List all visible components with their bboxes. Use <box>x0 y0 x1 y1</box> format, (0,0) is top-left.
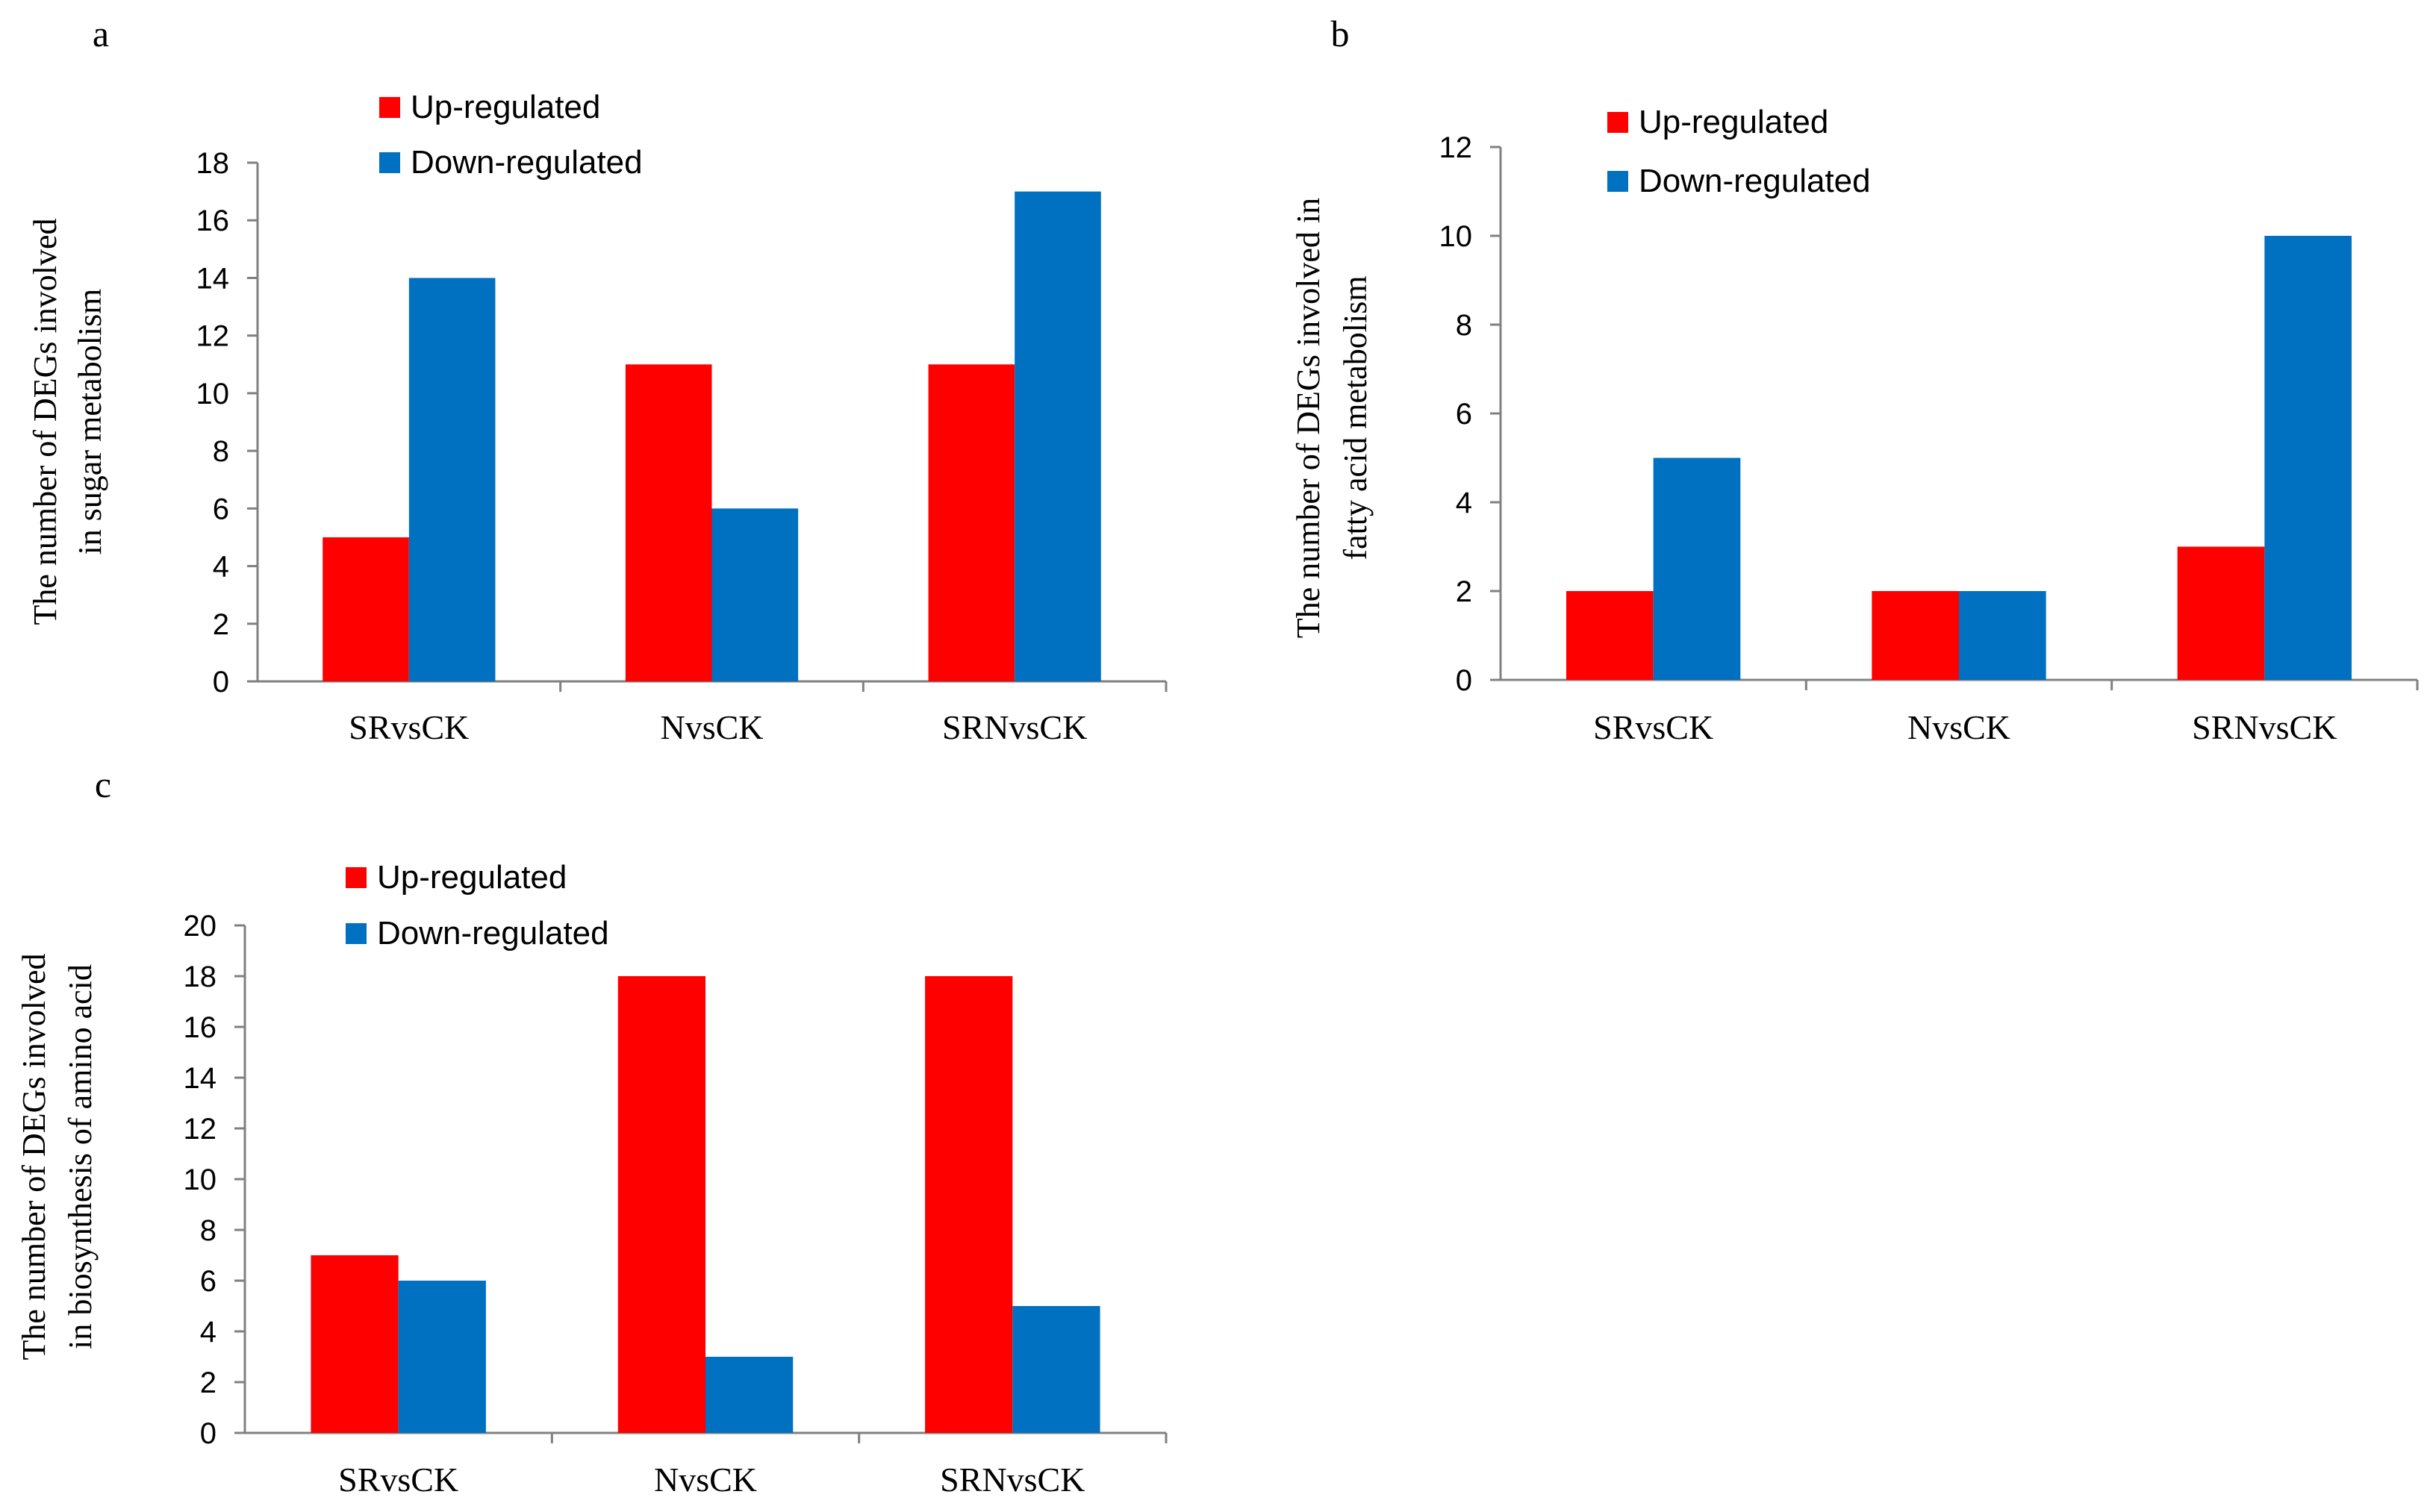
x-category-label: SRvsCK <box>1593 708 1713 746</box>
x-category-label: SRvsCK <box>349 708 469 746</box>
bar-down-regulated <box>1959 591 2046 680</box>
x-category-label: NvsCK <box>1907 708 2010 746</box>
y-axis-label: The number of DEGs involved <box>16 954 52 1361</box>
y-axis-label: The number of DEGs involved <box>27 219 63 625</box>
bar-down-regulated <box>1012 1306 1100 1433</box>
y-tick-label: 4 <box>1456 487 1472 519</box>
bar-down-regulated <box>1015 191 1101 682</box>
bar-up-regulated <box>925 976 1013 1433</box>
x-category-label: NvsCK <box>654 1461 757 1499</box>
y-tick-label: 0 <box>1456 664 1472 697</box>
legend-label: Down-regulated <box>1639 163 1871 199</box>
y-tick-label: 6 <box>1456 398 1472 431</box>
x-category-label: SRNvsCK <box>940 1461 1085 1499</box>
y-tick-label: 8 <box>1456 309 1472 342</box>
legend-swatch <box>379 97 400 118</box>
legend-swatch <box>1607 171 1628 192</box>
chart-panel-b: b 0 2 4 6 8 10 12 SRvsCK NvsCK SRNvsCK Up-regulated… <box>1290 13 2419 746</box>
x-category-label: SRNvsCK <box>942 708 1087 746</box>
bar-down-regulated <box>705 1357 794 1433</box>
y-tick-label: 4 <box>213 551 229 584</box>
panel-label: a <box>93 13 109 54</box>
y-axis-label: in biosynthesis of amino acid <box>62 964 99 1349</box>
y-tick-label: 8 <box>200 1214 216 1247</box>
y-tick-label: 2 <box>213 608 229 641</box>
y-tick-label: 20 <box>184 910 217 943</box>
legend-label: Up-regulated <box>411 89 600 125</box>
y-tick-label: 6 <box>200 1265 216 1298</box>
y-axis-label: fatty acid metabolism <box>1337 275 1374 560</box>
y-tick-label: 2 <box>1456 575 1472 608</box>
legend-swatch <box>346 923 367 944</box>
x-category-label: SRvsCK <box>338 1461 458 1499</box>
bar-up-regulated <box>625 364 712 681</box>
bar-up-regulated <box>928 364 1015 681</box>
legend-swatch <box>1607 112 1628 133</box>
chart-panel-a: a 0 2 4 6 8 10 12 14 16 18 SRvsCK NvsCK SRNvsCK Up-reg… <box>27 13 1168 746</box>
bar-up-regulated <box>311 1255 399 1433</box>
y-tick-label: 0 <box>200 1417 216 1450</box>
y-tick-label: 18 <box>184 960 217 993</box>
chart-panel-c: c 0 2 4 6 8 10 12 14 16 18 20 SRvsCK NvsCK SRNvsCK Up-r… <box>16 763 1168 1499</box>
y-tick-label: 8 <box>213 435 229 468</box>
y-axis-label: The number of DEGs involved in <box>1290 198 1327 638</box>
y-tick-label: 14 <box>184 1062 217 1095</box>
legend-label: Down-regulated <box>377 915 609 952</box>
y-tick-label: 12 <box>1439 131 1473 164</box>
bar-down-regulated <box>711 508 799 681</box>
y-tick-label: 10 <box>184 1163 217 1196</box>
bar-up-regulated <box>323 537 409 681</box>
y-tick-label: 16 <box>196 204 230 237</box>
panel-label: c <box>95 763 111 805</box>
bar-down-regulated <box>2264 236 2352 680</box>
legend-label: Up-regulated <box>1639 104 1828 140</box>
legend-swatch <box>379 152 400 173</box>
bar-up-regulated <box>2177 546 2265 680</box>
x-category-label: NvsCK <box>660 708 763 746</box>
y-tick-label: 2 <box>200 1366 216 1399</box>
legend-swatch <box>346 867 367 888</box>
bar-down-regulated <box>1653 457 1741 680</box>
y-tick-label: 16 <box>184 1011 217 1044</box>
bar-up-regulated <box>1872 591 1959 680</box>
y-tick-label: 10 <box>1439 220 1473 253</box>
y-tick-label: 14 <box>196 262 230 295</box>
bar-up-regulated <box>1566 591 1654 680</box>
x-category-label: SRNvsCK <box>2192 708 2337 746</box>
y-tick-label: 12 <box>184 1113 217 1146</box>
y-tick-label: 0 <box>213 666 229 699</box>
y-tick-label: 4 <box>200 1316 216 1349</box>
bar-down-regulated <box>398 1281 486 1433</box>
y-tick-label: 12 <box>196 320 230 353</box>
legend-label: Up-regulated <box>377 859 567 896</box>
legend-label: Down-regulated <box>411 144 643 181</box>
y-tick-label: 10 <box>196 378 230 410</box>
bar-up-regulated <box>617 976 705 1433</box>
y-tick-label: 18 <box>196 147 230 180</box>
y-axis-label: in sugar metabolism <box>72 289 108 555</box>
bar-down-regulated <box>408 278 496 681</box>
y-tick-label: 6 <box>213 493 229 525</box>
panel-label: b <box>1331 13 1350 54</box>
